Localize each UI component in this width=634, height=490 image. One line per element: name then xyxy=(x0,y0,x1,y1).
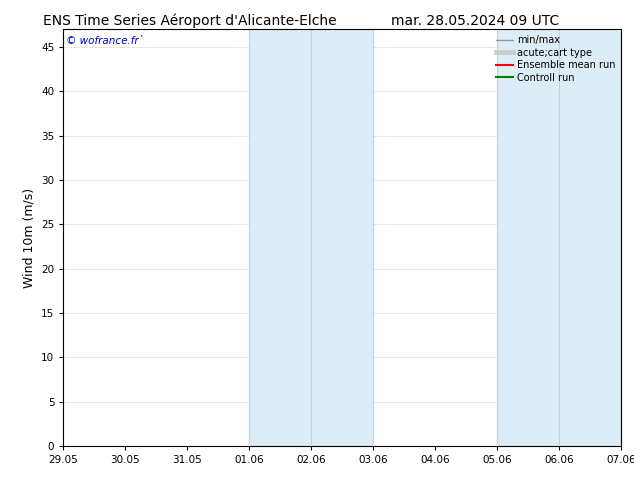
Text: ENS Time Series Aéroport d'Alicante-Elche: ENS Time Series Aéroport d'Alicante-Elch… xyxy=(43,14,337,28)
Bar xyxy=(497,29,559,446)
Legend: min/max, acute;cart type, Ensemble mean run, Controll run: min/max, acute;cart type, Ensemble mean … xyxy=(492,31,619,86)
Bar xyxy=(311,29,373,446)
Y-axis label: Wind 10m (m/s): Wind 10m (m/s) xyxy=(23,188,36,288)
Text: mar. 28.05.2024 09 UTC: mar. 28.05.2024 09 UTC xyxy=(391,14,560,28)
Bar xyxy=(249,29,311,446)
Bar xyxy=(559,29,621,446)
Text: © wofrance.fr`: © wofrance.fr` xyxy=(66,36,144,46)
